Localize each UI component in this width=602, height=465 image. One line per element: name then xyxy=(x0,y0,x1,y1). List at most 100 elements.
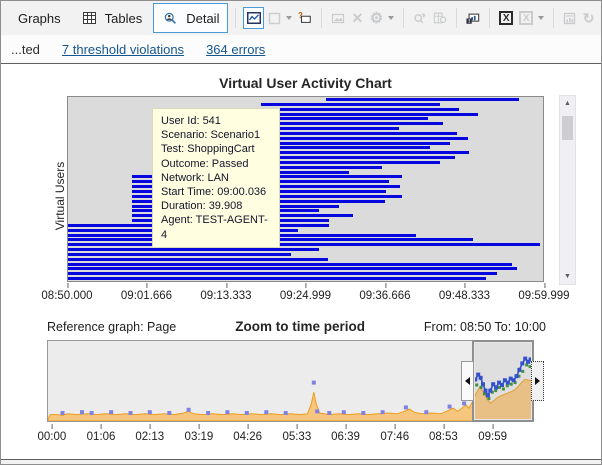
zoom-selection-region[interactable] xyxy=(460,340,545,422)
scrollbar-up-icon[interactable]: ▲ xyxy=(564,100,571,107)
scrollbar-track[interactable] xyxy=(560,111,575,269)
reference-series xyxy=(48,356,533,421)
scrollbar-thumb[interactable] xyxy=(562,116,573,140)
threshold-violations-link[interactable]: 7 threshold violations xyxy=(61,41,185,57)
x-tick-label: 09:24.999 xyxy=(279,283,332,302)
vu-bar[interactable] xyxy=(273,127,399,131)
zoom-time-period-section: Reference graph: Page Zoom to time perio… xyxy=(37,319,546,445)
vu-bar[interactable] xyxy=(68,257,328,261)
x-tick-label: 09:59.999 xyxy=(518,283,570,302)
delete-x-icon: × xyxy=(352,8,363,28)
x-tick-label: 08:50.000 xyxy=(41,283,93,302)
from-to-range-label: From: 08:50 To: 10:00 xyxy=(423,320,546,334)
tooltip-user-id: User Id: 541 xyxy=(161,115,221,127)
ref-x-tick-label: 00:00 xyxy=(37,424,67,443)
find-in-grid-icon xyxy=(431,9,449,27)
chart-panel: Virtual User Activity Chart Virtual User… xyxy=(1,63,601,460)
vu-bar[interactable] xyxy=(68,248,319,252)
selection-left-handle[interactable] xyxy=(460,361,474,401)
image-icon xyxy=(329,9,347,27)
main-chart-title: Virtual User Activity Chart xyxy=(219,75,392,91)
svg-text:!: ! xyxy=(468,19,470,25)
status-bar: ...ted 7 threshold violations 364 errors xyxy=(1,35,601,63)
vu-bar[interactable] xyxy=(273,156,456,160)
toolbar-separator xyxy=(403,8,405,28)
selection-right-handle[interactable] xyxy=(531,361,545,401)
toolbar: Graphs Tables Detail ? × xyxy=(1,1,601,35)
errors-link[interactable]: 364 errors xyxy=(206,41,266,57)
toolbar-separator xyxy=(456,8,458,28)
vu-bar[interactable] xyxy=(68,272,497,276)
excel-export-button[interactable]: X xyxy=(497,9,515,27)
vu-bar[interactable] xyxy=(273,112,479,116)
toolbar-tables-button[interactable]: Tables xyxy=(72,3,152,33)
ref-x-tick-label: 02:13 xyxy=(135,424,165,443)
reference-graph-label: Reference graph: Page xyxy=(47,320,177,334)
toolbar-separator xyxy=(235,8,237,28)
shape-placeholder-icon xyxy=(266,9,283,27)
vu-bar[interactable] xyxy=(68,262,513,266)
vu-bar[interactable] xyxy=(273,122,444,126)
vu-bar[interactable] xyxy=(273,136,469,140)
ref-x-tick-label: 05:33 xyxy=(282,424,312,443)
zoom-section-title: Zoom to time period xyxy=(235,319,365,334)
toolbar-separator xyxy=(320,8,322,28)
svg-text:?: ? xyxy=(298,11,303,20)
virtual-user-activity-plot[interactable]: User Id: 541 Scenario: Scenario1 Test: S… xyxy=(67,96,544,282)
vu-bar[interactable] xyxy=(273,151,470,155)
vu-bar[interactable] xyxy=(68,277,486,281)
chevron-down-icon xyxy=(538,16,545,23)
tooltip-duration: Duration: 39.908 xyxy=(161,200,243,213)
vu-bar[interactable] xyxy=(273,117,428,121)
vu-bar[interactable] xyxy=(273,170,349,174)
new-tag-button[interactable]: ? xyxy=(296,9,314,27)
tooltip-test: Test: ShoppingCart xyxy=(161,143,255,156)
reference-header: Reference graph: Page Zoom to time perio… xyxy=(47,319,546,334)
ref-x-tick-label: 04:26 xyxy=(233,424,263,443)
excel-export-icon: X xyxy=(499,11,514,25)
toolbar-graphs-button[interactable]: Graphs xyxy=(9,5,70,32)
left-arrow-icon xyxy=(461,377,471,385)
graphs-button-label: Graphs xyxy=(18,10,61,26)
tooltip-scenario: Scenario: Scenario1 xyxy=(161,129,261,142)
vu-bar[interactable] xyxy=(273,107,460,111)
reference-graph-canvas[interactable] xyxy=(47,340,545,422)
status-truncated-text: ...ted xyxy=(11,41,40,57)
vu-bar[interactable] xyxy=(261,102,441,106)
main-x-axis: 08:50.000 09:01.666 09:13.333 09:24.999 … xyxy=(41,282,570,306)
reference-x-axis: 00:00 01:06 02:13 03:19 04:26 05:33 06:39 07:46… xyxy=(37,423,534,445)
tables-button-label: Tables xyxy=(104,10,143,26)
settings-gear-icon: ⚙ xyxy=(369,9,384,27)
tables-grid-icon xyxy=(81,9,99,27)
vu-bar[interactable] xyxy=(68,243,540,247)
tooltip-agent: Agent: TEST-AGENT-4 xyxy=(161,214,268,241)
report-icon xyxy=(561,9,578,27)
toolbar-detail-button[interactable]: Detail xyxy=(153,3,229,33)
right-arrow-icon xyxy=(534,377,544,385)
scrollbar-down-icon[interactable]: ▼ xyxy=(564,273,571,280)
vu-bar[interactable] xyxy=(273,131,458,135)
excel-export-alt-icon: X xyxy=(517,9,535,27)
vu-bar[interactable] xyxy=(68,252,292,256)
vu-bar[interactable] xyxy=(273,146,431,150)
chevron-down-icon xyxy=(285,16,292,23)
vu-bar[interactable] xyxy=(68,267,517,271)
vu-bar[interactable] xyxy=(273,141,451,145)
ref-x-tick-label: 03:19 xyxy=(184,424,214,443)
y-axis-label: Virtual Users xyxy=(53,161,67,231)
vu-bar[interactable] xyxy=(273,165,383,169)
main-chart-area: Virtual Users User Id: 541 Scenario: Sce… xyxy=(53,95,576,285)
tooltip-outcome: Outcome: Passed xyxy=(161,157,249,170)
vu-bar[interactable] xyxy=(325,98,520,101)
ref-x-tick-label: 07:46 xyxy=(380,424,410,443)
find-icon xyxy=(411,9,429,27)
ref-x-tick-label: 01:06 xyxy=(86,424,116,443)
vertical-scrollbar[interactable]: ▲ ▼ xyxy=(559,95,576,285)
vu-bar[interactable] xyxy=(273,160,441,164)
chart-view-toggle-button[interactable] xyxy=(243,7,264,29)
x-tick-label: 09:01.666 xyxy=(120,283,173,302)
refresh-icon: ↻ xyxy=(582,10,595,26)
x-tick-label: 09:36.666 xyxy=(359,283,411,302)
chart-alert-button[interactable]: ! xyxy=(464,9,482,27)
